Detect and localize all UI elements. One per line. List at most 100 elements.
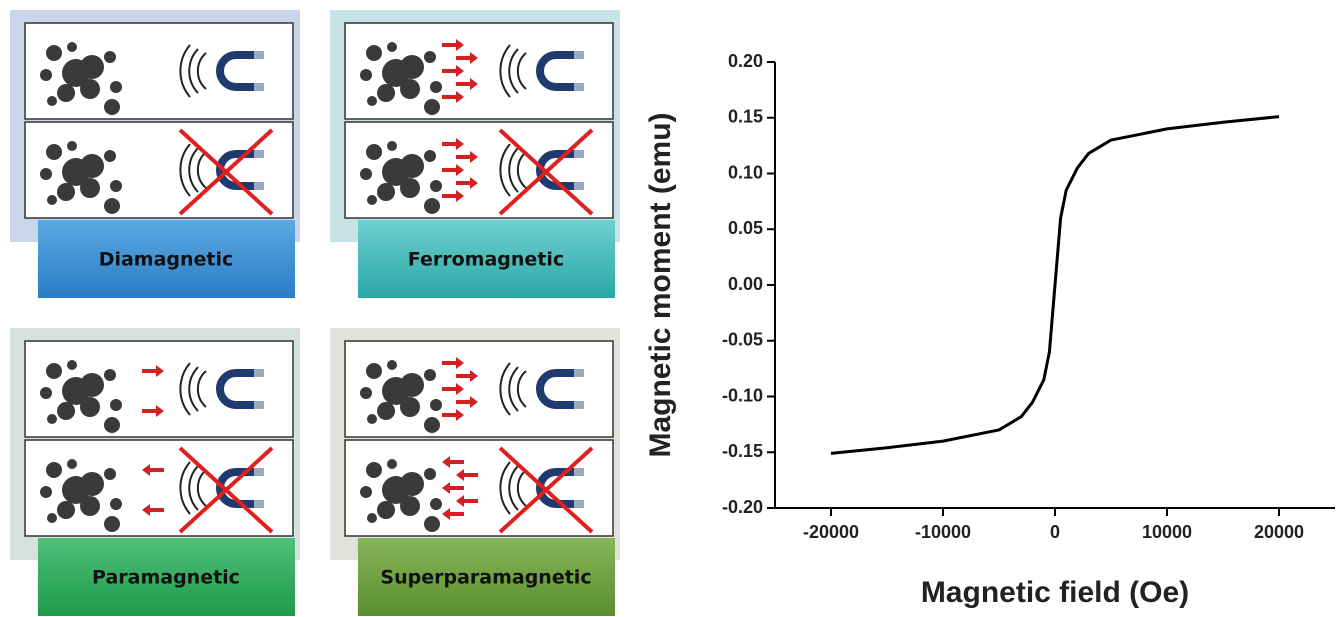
particle [110, 180, 122, 192]
particle [366, 363, 382, 379]
particle [80, 178, 100, 198]
particle [360, 69, 372, 81]
magnet-tip [254, 369, 264, 377]
particle [424, 150, 436, 162]
particle [377, 84, 395, 102]
magnet-tip [574, 369, 584, 377]
particle [424, 198, 440, 214]
particle [430, 399, 442, 411]
y-tick-label: -0.15 [722, 441, 763, 461]
particle [424, 468, 436, 480]
particle [40, 69, 52, 81]
particle [67, 360, 77, 370]
particle [400, 373, 424, 397]
y-tick-label: -0.10 [722, 385, 763, 405]
y-tick-label: 0.20 [728, 51, 763, 71]
magnet-tip [254, 468, 264, 476]
particle [46, 462, 62, 478]
x-tick-label: -10000 [915, 522, 971, 542]
particle [377, 183, 395, 201]
panel-label: Ferromagnetic [408, 249, 564, 271]
particle [387, 141, 397, 151]
particle [400, 55, 424, 79]
x-tick-label: 20000 [1254, 522, 1304, 542]
x-tick-label: 0 [1050, 522, 1060, 542]
particle [424, 51, 436, 63]
y-tick-label: 0.15 [728, 107, 763, 127]
particle [47, 96, 57, 106]
y-axis-title: Magnetic moment (emu) [644, 112, 677, 457]
particle [40, 387, 52, 399]
particle [367, 195, 377, 205]
figure: Magnetic field (Oe) Magnetic moment (emu… [0, 0, 1339, 617]
particle [366, 462, 382, 478]
particle [104, 99, 120, 115]
magnet-tip [254, 401, 264, 409]
particle [80, 154, 104, 178]
particle [57, 84, 75, 102]
particle [367, 414, 377, 424]
particle [400, 496, 420, 516]
magnet-tip [574, 401, 584, 409]
particle [104, 468, 116, 480]
magnet-tip [574, 51, 584, 59]
y-tick-label: -0.05 [722, 330, 763, 350]
particle [360, 387, 372, 399]
magnet-tip [254, 51, 264, 59]
particle [80, 373, 104, 397]
particle [80, 472, 104, 496]
y-tick-label: 0.05 [728, 218, 763, 238]
particle [46, 45, 62, 61]
magnet-tip [574, 182, 584, 190]
particle [104, 369, 116, 381]
particle [67, 42, 77, 52]
particle [367, 513, 377, 523]
x-axis-title: Magnetic field (Oe) [921, 576, 1189, 609]
particle [400, 154, 424, 178]
particle [80, 55, 104, 79]
particle [366, 144, 382, 160]
particle [424, 417, 440, 433]
particle [67, 141, 77, 151]
particle [400, 178, 420, 198]
panel-label: Superparamagnetic [380, 567, 591, 589]
particle [387, 459, 397, 469]
x-tick-label: -20000 [803, 522, 859, 542]
panel-label: Diamagnetic [99, 249, 234, 271]
magnet-tip [574, 83, 584, 91]
magnet-tip [254, 150, 264, 158]
particle [430, 81, 442, 93]
particle [40, 168, 52, 180]
particle [110, 81, 122, 93]
particle [360, 168, 372, 180]
particle [47, 195, 57, 205]
particle [367, 96, 377, 106]
y-tick-label: 0.00 [728, 274, 763, 294]
magnet-tip [574, 468, 584, 476]
y-tick-label: 0.10 [728, 162, 763, 182]
particle [387, 360, 397, 370]
particle [400, 472, 424, 496]
particle [430, 180, 442, 192]
particle [80, 79, 100, 99]
particle [47, 513, 57, 523]
x-tick-label: 10000 [1142, 522, 1192, 542]
particle [110, 498, 122, 510]
particle [104, 51, 116, 63]
data-line [831, 117, 1279, 454]
magnet-tip [254, 182, 264, 190]
particle [80, 397, 100, 417]
particle [40, 486, 52, 498]
particle [46, 144, 62, 160]
particle [80, 496, 100, 516]
magnet-tip [574, 500, 584, 508]
particle [47, 414, 57, 424]
particle [377, 501, 395, 519]
particle [424, 369, 436, 381]
particle [430, 498, 442, 510]
particle [67, 459, 77, 469]
particle [104, 150, 116, 162]
panel-label: Paramagnetic [92, 567, 240, 589]
magnet-tip [254, 83, 264, 91]
particle [360, 486, 372, 498]
